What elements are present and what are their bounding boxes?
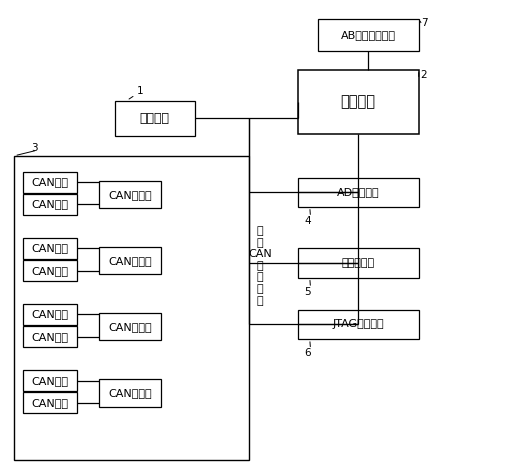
Bar (15, 156, 249, 460)
Text: AD采样模块: AD采样模块 (337, 187, 380, 197)
Bar (298, 310, 419, 339)
Text: AB分区启动模块: AB分区启动模块 (341, 30, 396, 40)
Bar (318, 19, 419, 51)
Text: CAN收发器: CAN收发器 (108, 322, 152, 332)
Text: CAN通道: CAN通道 (32, 266, 68, 276)
Text: 看门狗模块: 看门狗模块 (341, 258, 375, 268)
Text: 7: 7 (422, 18, 428, 28)
Bar (115, 101, 195, 136)
Text: JTAG刷写模块: JTAG刷写模块 (333, 319, 384, 329)
Text: CAN通道: CAN通道 (32, 332, 68, 342)
Text: CAN通道: CAN通道 (32, 398, 68, 408)
Text: 控制模块: 控制模块 (341, 94, 376, 109)
Text: CAN通道: CAN通道 (32, 200, 68, 209)
Bar (298, 178, 419, 207)
Bar (298, 70, 419, 133)
Bar (23, 194, 77, 215)
Text: CAN收发器: CAN收发器 (108, 256, 152, 266)
Bar (99, 379, 161, 407)
Text: 多
路
CAN
通
道
模
块: 多 路 CAN 通 道 模 块 (248, 226, 272, 305)
Text: 3: 3 (32, 143, 38, 153)
Text: 2: 2 (421, 69, 427, 80)
Bar (23, 370, 77, 391)
Bar (23, 326, 77, 347)
Text: 4: 4 (305, 216, 311, 226)
Bar (23, 260, 77, 281)
Text: 1: 1 (137, 86, 144, 96)
Text: CAN通道: CAN通道 (32, 376, 68, 386)
Bar (23, 392, 77, 413)
Text: 6: 6 (305, 348, 311, 358)
Bar (298, 248, 419, 278)
Bar (23, 238, 77, 259)
Bar (23, 172, 77, 193)
Bar (99, 181, 161, 208)
Text: CAN通道: CAN通道 (32, 177, 68, 187)
Bar (99, 247, 161, 275)
Text: 5: 5 (305, 287, 311, 297)
Bar (99, 313, 161, 341)
Text: CAN通道: CAN通道 (32, 310, 68, 320)
Text: CAN收发器: CAN收发器 (108, 190, 152, 200)
Text: 降压电路: 降压电路 (140, 112, 170, 125)
Bar (23, 304, 77, 325)
Text: CAN通道: CAN通道 (32, 243, 68, 253)
Text: CAN收发器: CAN收发器 (108, 388, 152, 398)
